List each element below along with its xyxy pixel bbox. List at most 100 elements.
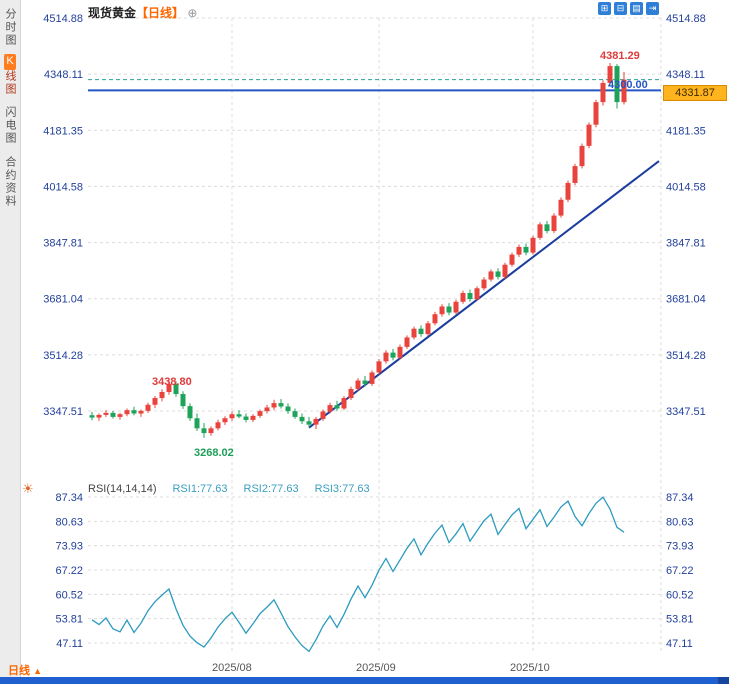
candle-body bbox=[509, 254, 515, 265]
candle-body bbox=[474, 288, 480, 300]
candle-body bbox=[502, 264, 508, 277]
candle-body bbox=[334, 405, 340, 409]
candle-body bbox=[264, 407, 270, 412]
candle-body bbox=[537, 224, 543, 238]
candle-body bbox=[327, 405, 333, 412]
candle-body bbox=[467, 293, 473, 300]
y-axis-label-left: 4181.35 bbox=[43, 125, 83, 137]
split-layout-icon[interactable]: ⊟ bbox=[614, 2, 627, 15]
rsi-label[interactable]: RSI(14,14,14) bbox=[88, 483, 157, 495]
expand-icon[interactable]: ⊕ bbox=[187, 6, 198, 20]
y-axis-label-right: 4181.35 bbox=[666, 125, 706, 137]
y-axis-label-left: 3681.04 bbox=[43, 294, 83, 306]
candle-body bbox=[145, 404, 151, 411]
candle-body bbox=[166, 383, 172, 392]
y-axis-label-right: 3681.04 bbox=[666, 294, 706, 306]
trendline bbox=[308, 160, 660, 429]
sidebar-item-kline-chart[interactable]: K线图 bbox=[2, 54, 18, 96]
candle-body bbox=[243, 416, 249, 420]
candle-body bbox=[565, 182, 571, 200]
y-axis-label-right: 67.22 bbox=[666, 565, 694, 577]
candle-body bbox=[495, 271, 501, 277]
candle-body bbox=[516, 246, 522, 255]
candle-body bbox=[411, 328, 417, 338]
candle-body bbox=[117, 414, 123, 417]
candle-body bbox=[621, 79, 627, 103]
sidebar-item-contract-info[interactable]: 合约资料 bbox=[4, 156, 16, 208]
chart-toolbar: ⊞ ⊟ ▤ ⇥ bbox=[598, 2, 659, 15]
candle-body bbox=[453, 301, 459, 313]
candle-body bbox=[313, 418, 319, 425]
y-axis-label-left: 4514.88 bbox=[43, 13, 83, 25]
y-axis-label-left: 4348.11 bbox=[44, 69, 83, 81]
y-axis-label-right: 3514.28 bbox=[666, 350, 706, 362]
grid-layout-icon[interactable]: ⊞ bbox=[598, 2, 611, 15]
y-axis-label-left: 3347.51 bbox=[43, 406, 83, 418]
y-axis-label-left: 87.34 bbox=[55, 492, 83, 504]
y-axis-label-left: 3514.28 bbox=[43, 350, 83, 362]
x-axis-label-sep: 2025/09 bbox=[356, 662, 396, 674]
candle-body bbox=[124, 410, 130, 415]
candle-body bbox=[572, 166, 578, 183]
candle-body bbox=[292, 411, 298, 417]
candle-body bbox=[579, 145, 585, 167]
candle-body bbox=[278, 403, 284, 407]
rsi-line bbox=[91, 496, 625, 653]
candle-body bbox=[215, 422, 221, 429]
y-axis-label-right: 73.93 bbox=[666, 541, 694, 553]
y-axis-label-right: 60.52 bbox=[666, 589, 694, 601]
candle-body bbox=[530, 237, 536, 253]
candle-body bbox=[446, 306, 452, 313]
candle-body bbox=[544, 224, 550, 232]
indicator-settings-icon[interactable]: ☀ bbox=[22, 481, 34, 496]
candle-body bbox=[159, 391, 165, 399]
period-selector[interactable]: 日线 ▲ bbox=[8, 662, 42, 678]
candle-body bbox=[600, 82, 606, 103]
candle-body bbox=[173, 383, 179, 395]
candle-body bbox=[208, 428, 214, 434]
x-axis-label-aug: 2025/08 bbox=[212, 662, 252, 674]
candle-body bbox=[614, 66, 620, 103]
candle-body bbox=[341, 398, 347, 409]
candle-body bbox=[460, 293, 466, 302]
candle-body bbox=[404, 337, 410, 347]
y-axis-label-left: 73.93 bbox=[55, 541, 83, 553]
candle-body bbox=[369, 372, 375, 384]
symbol-name: 现货黄金 bbox=[88, 6, 137, 20]
candle-body bbox=[376, 361, 382, 373]
candle-body bbox=[271, 403, 277, 408]
candle-body bbox=[257, 411, 263, 416]
candle-body bbox=[397, 346, 403, 358]
candle-body bbox=[432, 314, 438, 324]
candle-body bbox=[187, 406, 193, 419]
kline-panel-icon[interactable]: ▤ bbox=[630, 2, 643, 15]
candle-body bbox=[362, 380, 368, 384]
sidebar-item-lightning-chart[interactable]: 闪电图 bbox=[4, 106, 16, 145]
chevron-up-icon: ▲ bbox=[33, 666, 42, 676]
candle-body bbox=[593, 102, 599, 125]
y-axis-label-left: 3847.81 bbox=[43, 238, 83, 250]
export-icon[interactable]: ⇥ bbox=[646, 2, 659, 15]
sidebar-item-time-chart[interactable]: 分时图 bbox=[4, 8, 16, 47]
scrollbar-end-cap[interactable] bbox=[718, 677, 729, 684]
candle-body bbox=[236, 414, 242, 417]
candle-body bbox=[201, 428, 207, 434]
left-sidebar: 分时图 K线图 闪电图 合约资料 bbox=[0, 0, 21, 677]
candle-body bbox=[152, 398, 158, 405]
candle-body bbox=[229, 414, 235, 419]
y-axis-label-left: 4014.58 bbox=[43, 181, 83, 193]
candle-body bbox=[348, 388, 354, 399]
candle-body bbox=[481, 279, 487, 289]
y-axis-label-right: 47.11 bbox=[666, 638, 693, 650]
horizontal-scrollbar[interactable] bbox=[0, 677, 729, 684]
candle-body bbox=[607, 66, 613, 83]
candle-body bbox=[320, 411, 326, 419]
candle-body bbox=[222, 418, 228, 423]
candle-body bbox=[285, 406, 291, 412]
kline-active-badge: K bbox=[4, 54, 16, 70]
y-axis-label-right: 80.63 bbox=[666, 516, 694, 528]
candle-body bbox=[586, 124, 592, 146]
candle-body bbox=[551, 215, 557, 232]
candle-body bbox=[96, 414, 102, 418]
